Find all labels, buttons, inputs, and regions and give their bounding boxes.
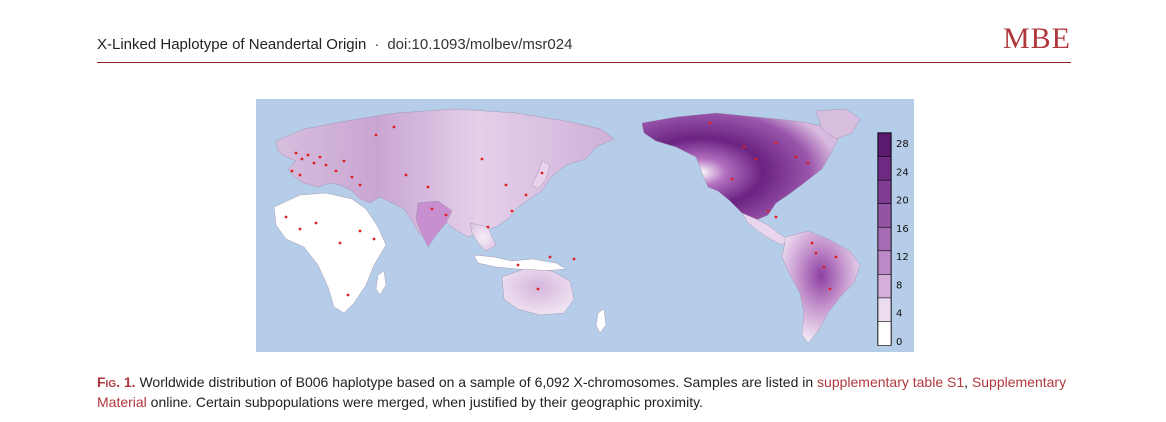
sample-point	[358, 183, 362, 187]
japan-landmass	[531, 160, 551, 190]
sample-point	[350, 175, 354, 179]
sample-point	[810, 241, 814, 245]
sample-point	[730, 177, 734, 181]
sample-point	[298, 227, 302, 231]
north-america-landmass	[641, 112, 839, 222]
australia-landmass	[501, 268, 575, 316]
caption-text-3: online. Certain subpopulations were merg…	[146, 394, 703, 410]
legend-swatch	[877, 179, 892, 205]
new-zealand-landmass	[595, 308, 607, 334]
sample-point	[372, 237, 376, 241]
running-title: X-Linked Haplotype of Neandertal Origin ·…	[97, 36, 572, 53]
sample-point	[794, 155, 798, 159]
sample-point	[516, 263, 520, 267]
legend-tick-label: 28	[896, 139, 909, 150]
sample-point	[346, 293, 350, 297]
eurasia-landmass	[275, 108, 615, 238]
sample-point	[318, 155, 322, 159]
sample-point	[548, 255, 552, 259]
sample-point	[338, 241, 342, 245]
africa-landmass	[273, 192, 387, 314]
legend-swatch	[877, 156, 892, 181]
sample-point	[486, 225, 490, 229]
caption-text-1: Worldwide distribution of B006 haplotype…	[135, 374, 818, 390]
supplementary-material-link[interactable]: Supplementary Material	[97, 374, 1067, 410]
sample-point	[430, 207, 434, 211]
legend-tick-label: 24	[896, 167, 909, 178]
india-landmass	[415, 200, 453, 248]
legend-tick-label: 4	[896, 309, 902, 320]
sample-point	[572, 257, 576, 261]
figure-caption: Fig. 1. Worldwide distribution of B006 h…	[97, 372, 1075, 412]
legend-tick-label: 20	[896, 196, 909, 207]
sample-point	[284, 215, 288, 219]
legend-swatch	[877, 226, 892, 252]
legend-tick-label: 16	[896, 224, 909, 235]
legend-tick-label: 12	[896, 252, 909, 263]
sample-point	[774, 141, 778, 145]
sample-point	[342, 159, 346, 163]
legend-swatch	[877, 274, 892, 299]
sample-point	[404, 173, 408, 177]
sample-point	[504, 183, 508, 187]
sample-point	[536, 287, 540, 291]
legend-swatch	[877, 132, 892, 158]
journal-logo: MBE	[1002, 22, 1071, 55]
legend-colorbar: 28 24 20 16 12 8 4 0	[877, 132, 909, 348]
title-separator: ·	[374, 36, 380, 53]
sample-point	[834, 255, 838, 259]
sample-point	[510, 209, 514, 213]
sample-points	[284, 121, 838, 297]
legend-tick-label: 8	[896, 280, 902, 291]
sample-point	[374, 133, 378, 137]
article-short-title: X-Linked Haplotype of Neandertal Origin	[97, 36, 367, 53]
greenland-landmass	[815, 108, 861, 140]
sample-point	[828, 287, 832, 291]
sample-point	[766, 209, 770, 213]
sample-point	[312, 161, 316, 165]
sample-point	[392, 125, 396, 129]
sample-point	[444, 213, 448, 217]
sample-point	[524, 193, 528, 197]
doi-text: doi:10.1093/molbev/msr024	[387, 36, 573, 53]
sample-point	[742, 145, 746, 149]
supplementary-table-link[interactable]: supplementary table S1	[817, 374, 965, 390]
sample-point	[774, 215, 778, 219]
legend-swatch	[877, 297, 892, 323]
sample-point	[300, 157, 304, 161]
sample-point	[480, 157, 484, 161]
legend-swatch	[877, 321, 892, 346]
world-map: 28 24 20 16 12 8 4 0	[256, 99, 914, 352]
sample-point	[290, 169, 294, 173]
sample-point	[358, 229, 362, 233]
page-header: X-Linked Haplotype of Neandertal Origin ·…	[97, 22, 1071, 62]
sample-point	[306, 153, 310, 157]
legend-tick-label: 0	[896, 337, 902, 348]
south-america-landmass	[781, 230, 861, 344]
figure-label: Fig. 1.	[97, 374, 136, 390]
sample-point	[294, 151, 298, 155]
legend-swatch	[877, 250, 892, 276]
sample-point	[708, 121, 712, 125]
sample-point	[426, 185, 430, 189]
sample-point	[334, 169, 338, 173]
world-map-figure: 28 24 20 16 12 8 4 0	[256, 99, 914, 352]
sample-point	[540, 171, 544, 175]
legend-swatch	[877, 203, 892, 229]
caption-text-2: ,	[964, 374, 972, 390]
header-rule	[97, 62, 1071, 63]
sample-point	[822, 265, 826, 269]
sample-point	[298, 173, 302, 177]
indonesia-islands	[473, 254, 567, 272]
sample-point	[324, 163, 328, 167]
madagascar-landmass	[375, 270, 387, 296]
sample-point	[806, 161, 810, 165]
sample-point	[314, 221, 318, 225]
sample-point	[814, 251, 818, 255]
sample-point	[754, 157, 758, 161]
